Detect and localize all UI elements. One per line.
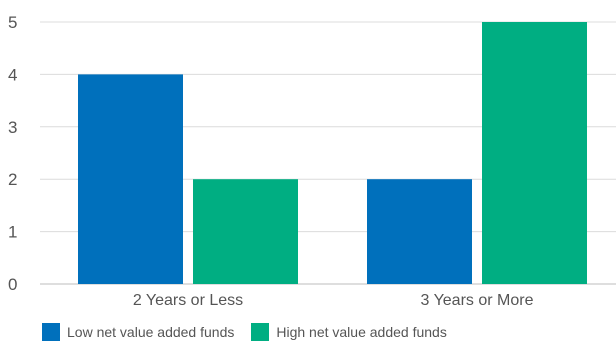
y-tick-label-4: 4 (8, 65, 17, 84)
x-category-label-0: 2 Years or Less (133, 292, 243, 309)
legend-swatch-high (251, 323, 270, 341)
y-tick-label-1: 1 (8, 223, 17, 242)
legend-item-high: High net value added funds (251, 323, 447, 341)
legend-item-low: Low net value added funds (42, 323, 234, 341)
x-category-label-1: 3 Years or More (421, 292, 534, 309)
legend-label-high: High net value added funds (276, 324, 447, 340)
y-tick-label-2: 2 (8, 170, 17, 189)
bar-low-1 (367, 179, 472, 284)
bar-low-0 (78, 74, 183, 285)
legend-swatch-low (42, 323, 60, 341)
y-tick-label-0: 0 (8, 275, 17, 294)
bar-high-1 (482, 22, 587, 284)
legend: Low net value added funds High net value… (42, 323, 464, 341)
y-tick-label-3: 3 (8, 118, 17, 137)
bar-high-0 (193, 179, 298, 284)
y-tick-label-5: 5 (8, 13, 17, 32)
legend-label-low: Low net value added funds (67, 324, 235, 340)
